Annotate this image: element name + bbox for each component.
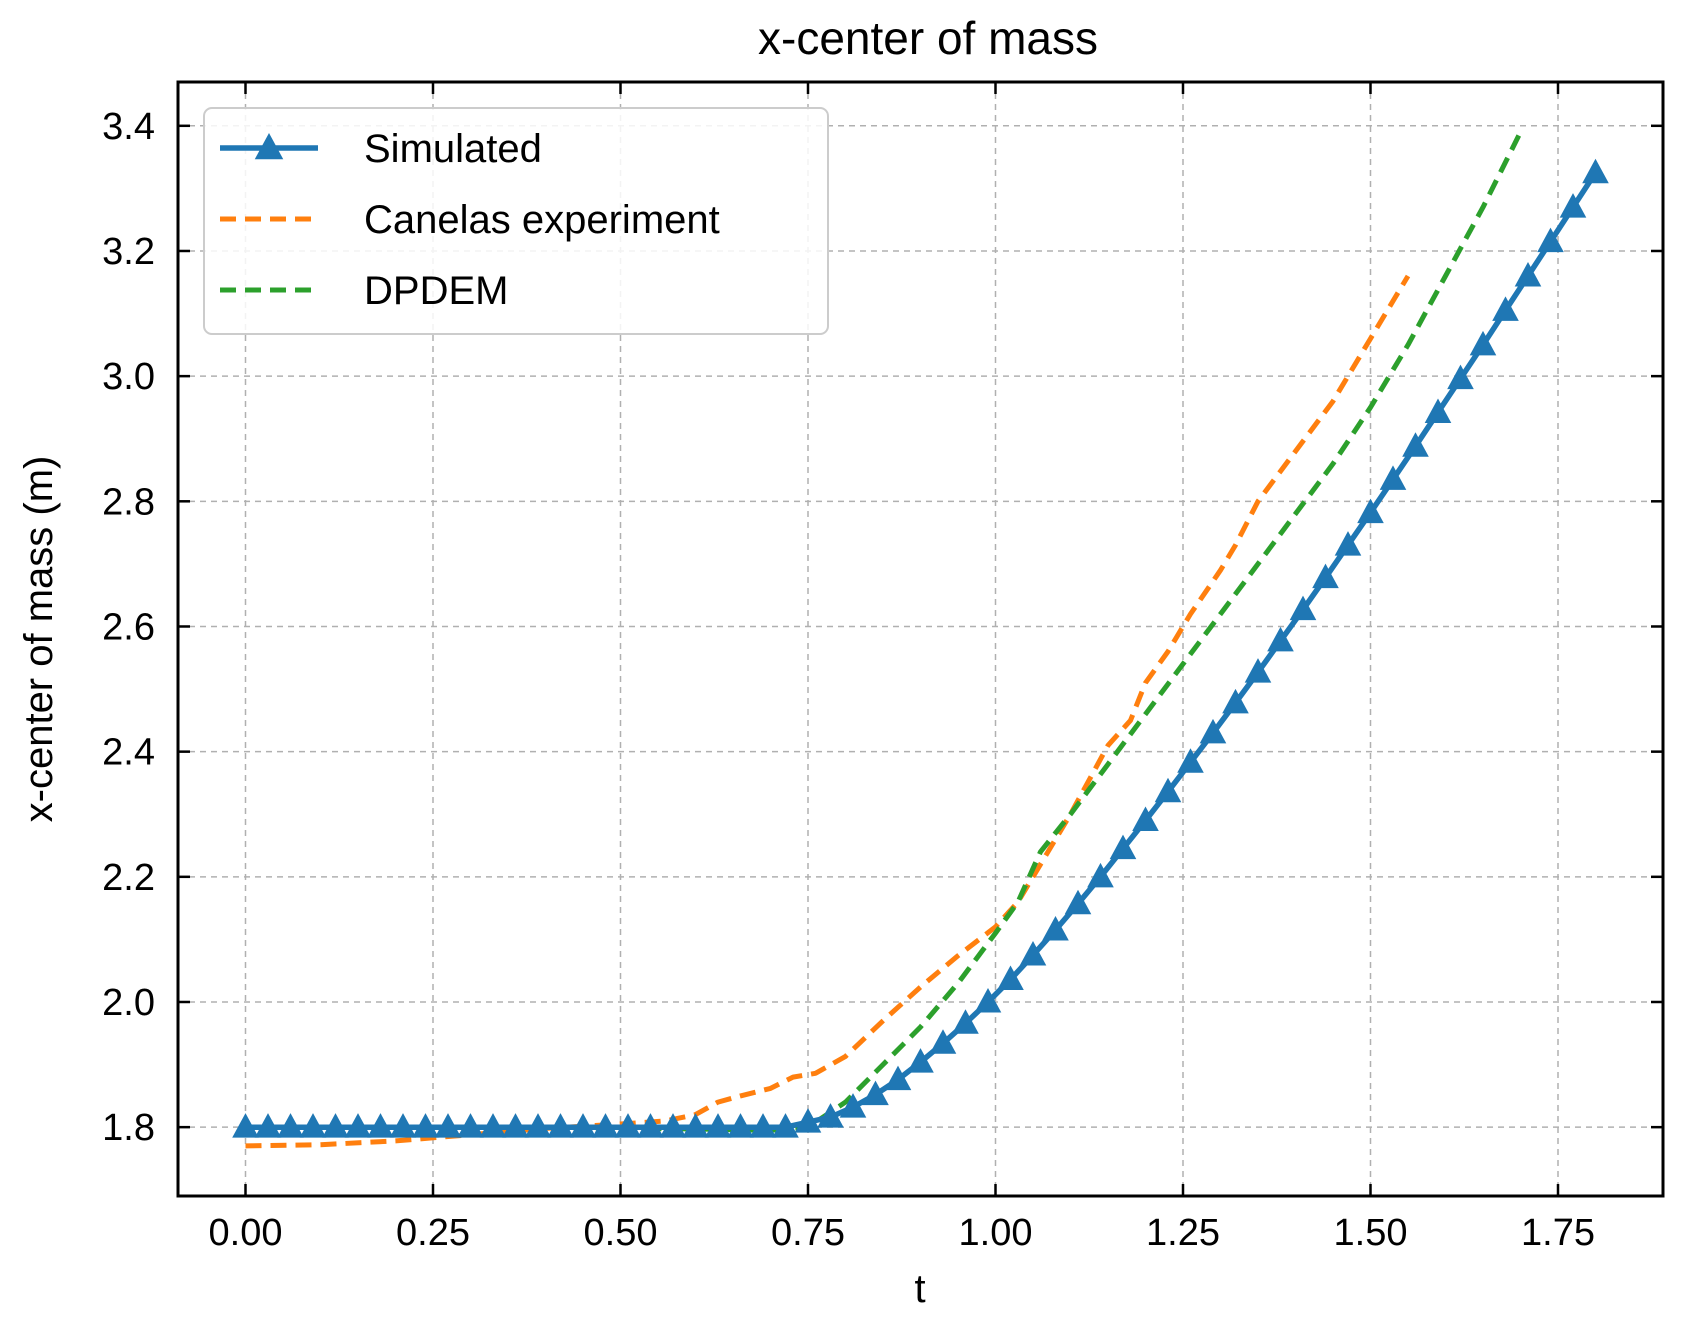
ticks: 0.00 0.25 0.50 0.75 1.00 1.25 1.50 1.75 1.8 2.0 2.… bbox=[102, 82, 1663, 1254]
plot-frame bbox=[176, 80, 1665, 1198]
data-point bbox=[254, 1113, 282, 1138]
data-point bbox=[794, 1108, 822, 1133]
data-point bbox=[1289, 595, 1317, 621]
legend: Simulated Canelas experiment DPDEM bbox=[203, 107, 829, 335]
x-tick-label: 0.75 bbox=[771, 1212, 845, 1254]
data-point bbox=[1492, 296, 1519, 321]
data-point bbox=[412, 1113, 439, 1138]
data-point bbox=[1469, 330, 1497, 356]
data-point bbox=[637, 1113, 664, 1138]
y-axis-label: x-center of mass (m) bbox=[17, 456, 61, 823]
x-axis-label: t bbox=[914, 1267, 925, 1311]
data-point bbox=[817, 1103, 844, 1128]
data-point bbox=[884, 1065, 912, 1091]
data-point bbox=[952, 1009, 979, 1034]
data-point bbox=[749, 1113, 777, 1138]
data-point bbox=[772, 1113, 799, 1138]
data-point bbox=[322, 1113, 349, 1138]
x-tick-label: 1.25 bbox=[1146, 1212, 1220, 1254]
data-point bbox=[1447, 364, 1474, 390]
data-point bbox=[682, 1113, 709, 1138]
data-point bbox=[434, 1113, 462, 1138]
data-point bbox=[569, 1113, 597, 1138]
data-point bbox=[929, 1029, 957, 1054]
y-tick-label: 1.8 bbox=[102, 1107, 155, 1149]
y-tick-label: 2.0 bbox=[102, 982, 155, 1024]
data-point bbox=[1109, 834, 1137, 860]
data-point bbox=[232, 1113, 259, 1138]
y-tick-label: 2.4 bbox=[102, 732, 155, 774]
data-point bbox=[389, 1113, 417, 1138]
data-point bbox=[1154, 777, 1182, 803]
y-tick-label: 3.4 bbox=[102, 106, 155, 148]
data-point bbox=[1064, 889, 1092, 915]
data-point bbox=[1132, 806, 1159, 831]
data-point bbox=[457, 1113, 484, 1138]
data-point bbox=[1582, 158, 1609, 184]
data-point bbox=[344, 1113, 372, 1138]
data-point bbox=[277, 1113, 304, 1138]
legend-marker bbox=[254, 133, 284, 160]
data-point bbox=[704, 1113, 732, 1138]
series-layer bbox=[232, 130, 1609, 1149]
data-point bbox=[974, 987, 1002, 1013]
legend-entry: Canelas experiment bbox=[220, 198, 720, 242]
data-point bbox=[1357, 498, 1384, 524]
legend-label: DPDEM bbox=[364, 269, 508, 313]
x-tick-label: 1.00 bbox=[959, 1212, 1033, 1254]
x-tick-label: 0.25 bbox=[396, 1212, 470, 1254]
data-point bbox=[1402, 432, 1429, 457]
data-point bbox=[547, 1113, 574, 1138]
data-point bbox=[524, 1113, 552, 1138]
data-point bbox=[1379, 465, 1407, 490]
data-point bbox=[1514, 262, 1542, 287]
data-point bbox=[1019, 941, 1047, 966]
legend-entry: DPDEM bbox=[220, 269, 508, 313]
series-line-canelas-experiment bbox=[245, 274, 1411, 1149]
x-tick-label: 0.00 bbox=[209, 1212, 283, 1254]
data-point bbox=[907, 1048, 934, 1073]
y-tick-label: 2.2 bbox=[102, 857, 155, 899]
data-point bbox=[659, 1113, 687, 1138]
data-point bbox=[1177, 748, 1204, 773]
legend-label: Canelas experiment bbox=[364, 198, 720, 242]
data-point bbox=[1199, 718, 1227, 744]
data-point bbox=[839, 1093, 867, 1118]
data-point bbox=[1267, 626, 1294, 652]
data-point bbox=[502, 1113, 529, 1138]
legend-box bbox=[203, 107, 829, 335]
data-point bbox=[1042, 916, 1069, 941]
data-point bbox=[862, 1080, 889, 1106]
data-point bbox=[592, 1113, 619, 1138]
x-tick-label: 0.50 bbox=[584, 1212, 658, 1254]
data-point bbox=[1087, 862, 1114, 888]
x-tick-label: 1.75 bbox=[1521, 1212, 1595, 1254]
y-tick-label: 3.0 bbox=[102, 356, 155, 398]
x-tick-label: 1.50 bbox=[1334, 1212, 1408, 1254]
data-point bbox=[367, 1113, 394, 1138]
data-point bbox=[1312, 563, 1339, 589]
y-tick-label: 2.6 bbox=[102, 606, 155, 648]
data-point bbox=[1537, 227, 1564, 253]
data-point bbox=[479, 1113, 507, 1138]
y-tick-label: 3.2 bbox=[102, 231, 155, 273]
chart-title: x-center of mass bbox=[758, 12, 1098, 64]
data-point bbox=[1222, 688, 1249, 714]
data-point bbox=[997, 965, 1024, 990]
data-point bbox=[1424, 398, 1452, 423]
data-point bbox=[1559, 193, 1587, 218]
data-point bbox=[299, 1113, 327, 1138]
y-tick-label: 2.8 bbox=[102, 481, 155, 523]
legend-label: Simulated bbox=[364, 127, 542, 171]
legend-entry: Simulated bbox=[220, 127, 542, 171]
data-point bbox=[727, 1113, 754, 1138]
data-point bbox=[1334, 531, 1362, 556]
data-point bbox=[1244, 658, 1272, 683]
data-point bbox=[614, 1113, 642, 1138]
